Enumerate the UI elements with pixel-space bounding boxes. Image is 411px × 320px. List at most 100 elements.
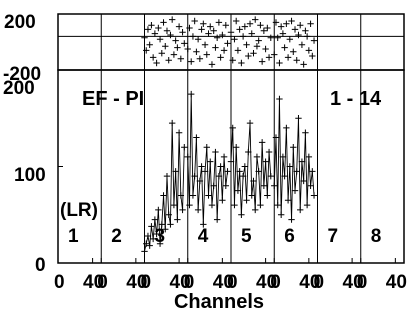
data-point [310,192,318,199]
data-point [151,216,159,223]
residual-point [248,30,255,37]
residual-point [274,34,281,41]
residual-point [198,26,205,33]
residual-point [309,52,316,60]
residual-point [144,26,152,33]
residual-point [305,47,313,54]
top-ytick-neg200: -200 [3,64,41,85]
residual-point [208,61,216,68]
residual-point [265,54,273,61]
data-point [217,163,224,170]
data-point [170,201,178,209]
residual-point [238,59,245,67]
segment-label-2: 2 [111,226,122,247]
data-point [277,211,285,218]
residual-point [300,61,307,68]
residual-point [310,37,318,44]
data-point [258,139,266,146]
residual-point [149,54,157,61]
data-point [156,240,164,247]
data-point [212,148,219,156]
residual-point [290,48,297,55]
segment-labels: 1 2 3 4 5 6 7 8 [68,226,381,247]
data-point [293,168,300,175]
residual-point [191,17,198,25]
residual-point [167,31,174,39]
main-ytick-200: 200 [3,78,35,99]
x-tick-label: 0 [54,272,65,293]
residual-point [146,41,153,48]
residual-point [257,22,264,29]
segment-label-4: 4 [198,226,209,247]
residual-point [262,45,269,53]
data-point [210,182,217,189]
residual-point [219,31,226,39]
series-line-seg6 [273,98,315,220]
segment-dividers [100,14,362,263]
x-tick-label: 40 [170,272,191,293]
data-point [222,182,230,189]
data-point [262,158,269,165]
x-tick-label: 40 [213,272,234,293]
residual-point [188,58,195,65]
residual-point [293,57,300,64]
residual-point [303,33,311,40]
x-axis-label: Channels [174,291,264,313]
residual-point [284,54,292,61]
x-tick-label: 40 [299,272,320,293]
residual-point [156,36,164,43]
residual-point [252,16,259,23]
x-tick-label: 40 [343,272,364,293]
data-point [146,242,153,249]
residual-point [170,51,178,58]
residual-point [295,31,302,39]
x-tick-label: 0 [141,272,152,293]
residual-point [158,50,165,57]
residual-point [276,59,283,67]
series-line-seg3 [144,123,185,252]
data-point [188,90,195,98]
data-point [271,182,278,189]
residual-point [155,24,162,32]
data-point [243,197,250,204]
data-series [141,16,318,255]
data-point [179,206,186,214]
data-point [174,216,181,223]
residual-point [174,44,181,51]
residual-point [239,33,247,40]
residual-point [200,20,207,27]
main-ytick-0: 0 [35,255,46,276]
residual-point [212,44,219,51]
data-point [163,172,171,180]
data-point [291,187,299,194]
residual-point [307,20,314,27]
top-ytick-200: 200 [4,12,36,33]
data-point [241,163,249,170]
residual-point [258,58,266,65]
axis-ticks [57,69,396,264]
data-point [227,158,235,165]
data-point [307,182,314,189]
residual-point [232,17,240,25]
segment-label-1: 1 [68,226,79,247]
data-point [284,197,292,204]
residual-point [277,23,285,30]
data-point [165,211,172,218]
residual-point [196,55,204,62]
data-point [305,153,313,161]
data-point [189,192,197,199]
data-point [283,124,290,132]
data-point [196,177,204,185]
data-point [286,163,294,170]
data-point [220,153,228,161]
residual-point [193,48,200,55]
residual-point [205,30,212,37]
data-point [224,168,231,175]
residual-point [194,36,202,43]
data-point [297,206,304,214]
residual-point [222,22,230,29]
data-point [309,168,316,175]
x-tick-label: 0 [357,272,368,293]
data-point [267,172,274,180]
